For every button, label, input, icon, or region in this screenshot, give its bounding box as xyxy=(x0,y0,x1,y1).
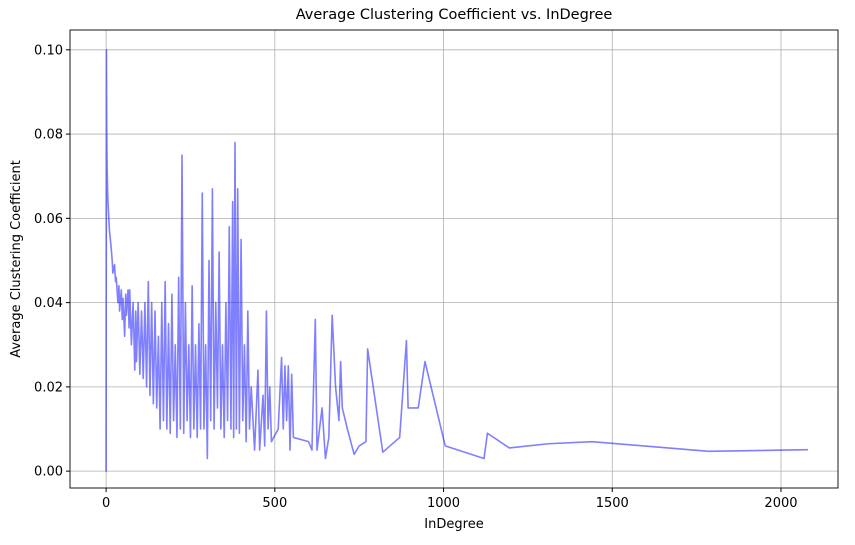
chart-title: Average Clustering Coefficient vs. InDeg… xyxy=(296,7,613,23)
plot-frame xyxy=(69,29,839,489)
y-tick-label: 0.06 xyxy=(34,212,63,227)
x-tick-label: 1000 xyxy=(427,496,460,511)
x-axis-label: InDegree xyxy=(424,517,483,532)
x-tick-label: 0 xyxy=(102,496,110,511)
x-tick-label: 500 xyxy=(262,496,287,511)
y-axis-label: Average Clustering Coefficient xyxy=(9,160,24,358)
data-line xyxy=(105,49,808,472)
y-tick-label: 0.04 xyxy=(34,296,63,311)
y-tick-label: 0.00 xyxy=(34,465,63,480)
y-tick-label: 0.10 xyxy=(34,43,63,58)
x-tick-label: 2000 xyxy=(764,496,797,511)
x-tick-label: 1500 xyxy=(596,496,629,511)
y-tick-label: 0.08 xyxy=(34,128,63,143)
y-tick-label: 0.02 xyxy=(34,380,63,395)
